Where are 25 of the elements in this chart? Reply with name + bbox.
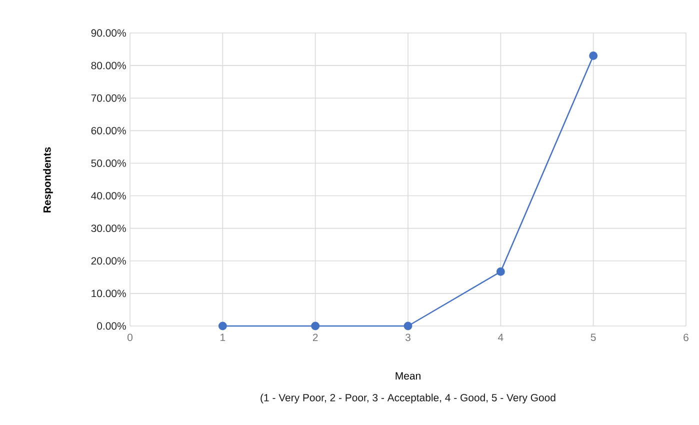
y-tick-label: 60.00% <box>91 126 126 134</box>
y-axis-title: Respondents <box>43 147 53 212</box>
x-axis-title: Mean <box>396 372 420 380</box>
point <box>311 322 320 330</box>
y-tick-label: 0.00% <box>97 322 126 330</box>
y-tick-label: 20.00% <box>91 257 126 265</box>
point <box>589 52 598 60</box>
y-tick-label: 50.00% <box>91 160 126 167</box>
x-tick-label: 2 <box>312 334 318 341</box>
point <box>496 267 505 276</box>
x-tick-label: 6 <box>684 334 688 342</box>
y-tick-label: 40.00% <box>91 192 126 200</box>
y-tick-label: 90.00% <box>91 29 126 37</box>
x-tick-label: 3 <box>405 334 410 342</box>
x-tick-label: 0 <box>128 334 132 342</box>
point <box>404 322 412 330</box>
y-tick-label: 10.00% <box>92 290 126 298</box>
point <box>218 322 227 330</box>
y-tick-label: 30.00% <box>91 224 126 232</box>
x-tick-label: 1 <box>220 334 226 341</box>
text: (1 - Very Poor, 2 - Poor, 3 - Acceptable, 4 - Good, 5 - Very Good <box>260 394 556 404</box>
x-tick-label: 4 <box>498 334 504 341</box>
y-tick-label: 80.00% <box>91 62 126 70</box>
x-tick-label: 5 <box>590 334 596 341</box>
y-tick-label: 70.00% <box>91 94 126 102</box>
